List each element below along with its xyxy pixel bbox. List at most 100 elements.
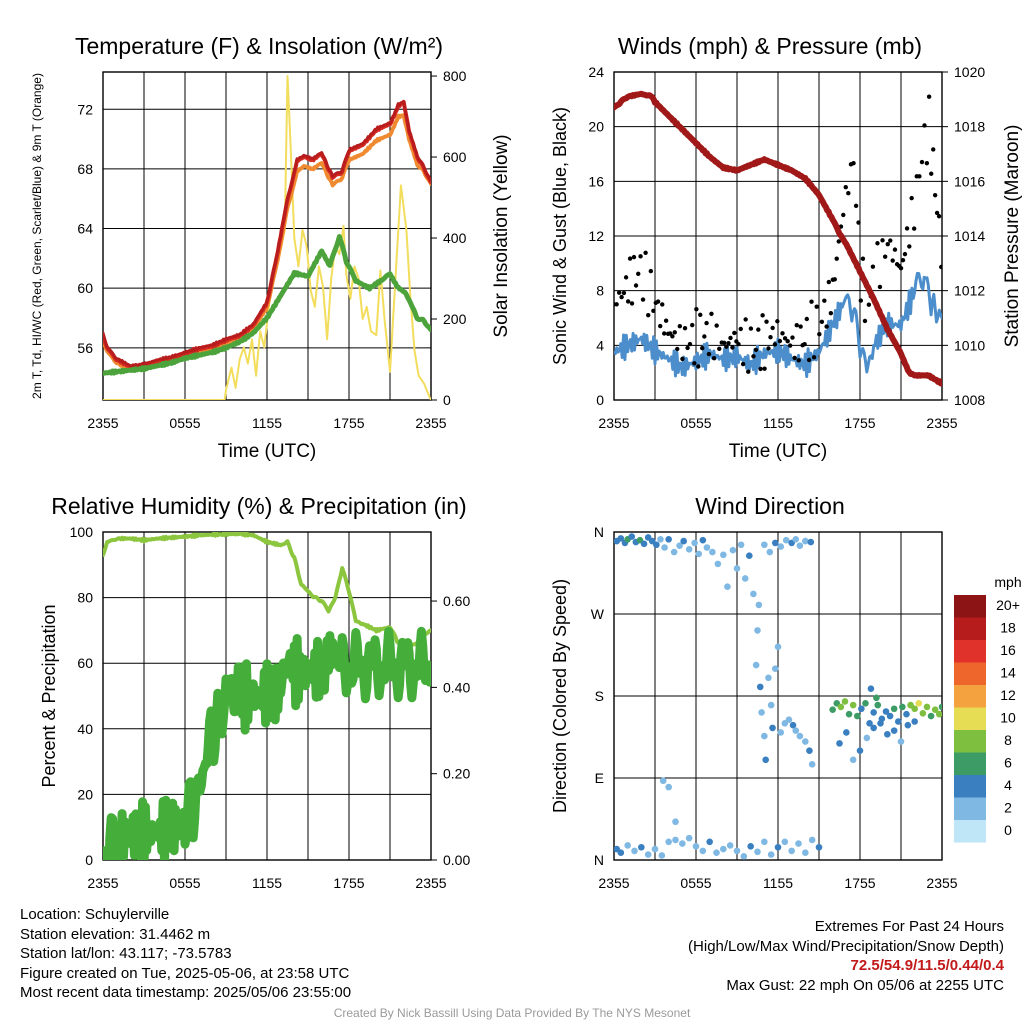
gust-point xyxy=(700,345,705,351)
gust-point xyxy=(758,366,763,372)
direction-point xyxy=(882,708,890,715)
direction-point xyxy=(685,834,693,842)
direction-point xyxy=(815,843,823,851)
direction-point xyxy=(785,716,793,723)
y-tick-label: 24 xyxy=(588,64,604,80)
gust-point xyxy=(782,336,788,341)
legend-label: 10 xyxy=(1000,710,1016,726)
direction-point xyxy=(670,548,678,556)
x-axis-label: Time (UTC) xyxy=(218,441,317,462)
direction-point xyxy=(703,544,711,551)
gust-point xyxy=(740,361,746,367)
y-tick-label: 8 xyxy=(596,283,604,299)
x-tick-label: 1155 xyxy=(763,875,793,891)
y2-tick-label: 600 xyxy=(443,149,467,165)
y-tick-label: S xyxy=(595,688,604,704)
direction-point xyxy=(761,541,768,549)
direction-point xyxy=(706,838,713,846)
direction-point xyxy=(691,539,698,547)
direction-point xyxy=(808,836,816,844)
gust-point xyxy=(900,258,906,263)
direction-point xyxy=(762,756,769,764)
y2-tick-label: 1014 xyxy=(954,228,985,244)
y-tick-label: 56 xyxy=(77,340,93,356)
gust-point xyxy=(794,322,799,328)
legend-label: 8 xyxy=(1004,732,1012,748)
direction-point xyxy=(617,535,625,542)
gust-point xyxy=(777,338,783,344)
plot-area xyxy=(614,533,942,860)
gust-point xyxy=(843,185,848,190)
direction-point xyxy=(765,674,772,682)
gust-point xyxy=(646,313,651,318)
plot-frame xyxy=(613,531,943,861)
direction-point xyxy=(886,712,894,720)
direction-point xyxy=(870,709,877,716)
direction-point xyxy=(862,699,869,707)
direction-point xyxy=(789,721,797,729)
direction-point xyxy=(807,538,815,546)
direction-point xyxy=(631,847,638,855)
y-tick-label: E xyxy=(595,770,604,786)
gust-point xyxy=(640,297,646,302)
gust-point xyxy=(694,307,699,312)
x-tick-label: 0555 xyxy=(169,415,200,431)
direction-point xyxy=(766,548,774,556)
elevation-text: Station elevation: 31.4462 m xyxy=(20,925,211,943)
chart-title: Relative Humidity (%) & Precipitation (i… xyxy=(51,493,466,519)
plot-area xyxy=(614,90,942,387)
legend-label: 12 xyxy=(1000,687,1016,703)
chart-title: Wind Direction xyxy=(695,493,845,519)
direction-point xyxy=(661,544,668,551)
direction-point xyxy=(774,843,782,851)
gust-point xyxy=(892,247,898,252)
y2-tick-label: 1016 xyxy=(954,173,985,189)
direction-point xyxy=(644,851,652,858)
gust-point xyxy=(888,238,893,243)
gust-point xyxy=(866,302,872,307)
legend-swatch xyxy=(954,752,986,775)
direction-point xyxy=(651,845,659,853)
temperature-chart: 2355 0555 1155 1755 2355 56 60 64 68 72 0 200 400 600… xyxy=(30,33,512,462)
gust-point xyxy=(846,191,851,196)
y2-tick-label: 200 xyxy=(443,311,467,327)
direction-point xyxy=(802,849,809,857)
max-gust-text: Max Gust: 22 mph On 05/06 at 2255 UTC xyxy=(726,976,1004,994)
y2-tick-label: 0.60 xyxy=(443,593,470,609)
gust-point xyxy=(717,346,722,352)
gust-point xyxy=(685,345,690,351)
plot-frame xyxy=(102,531,432,861)
y-tick-label: 60 xyxy=(77,655,93,671)
gust-point xyxy=(936,214,942,219)
gust-point xyxy=(814,304,819,309)
gust-point xyxy=(658,323,663,329)
gust-point xyxy=(929,171,934,176)
gust-point xyxy=(907,244,912,249)
direction-point xyxy=(938,703,942,711)
x-tick-label: 0555 xyxy=(680,415,711,431)
direction-point xyxy=(685,546,693,553)
direction-point xyxy=(792,727,800,734)
gust-point xyxy=(853,203,859,209)
legend-swatch xyxy=(954,707,986,730)
gust-point xyxy=(931,147,936,152)
gust-point xyxy=(702,334,707,339)
direction-point xyxy=(720,551,727,559)
direction-point xyxy=(733,565,741,572)
direction-point xyxy=(754,848,761,856)
direction-point xyxy=(680,537,687,545)
legend-swatch xyxy=(954,595,986,618)
direction-point xyxy=(653,541,660,549)
gust-point xyxy=(748,326,754,331)
gust-point xyxy=(655,299,661,304)
y2-tick-label: 400 xyxy=(443,230,467,246)
direction-point xyxy=(761,732,768,740)
gust-point xyxy=(670,334,675,339)
direction-point xyxy=(750,590,757,598)
gust-point xyxy=(882,254,888,259)
legend-swatch xyxy=(954,730,986,753)
direction-point xyxy=(771,665,779,672)
y-tick-label: 20 xyxy=(77,786,93,802)
direction-point xyxy=(796,542,804,549)
gust-point xyxy=(687,341,693,347)
